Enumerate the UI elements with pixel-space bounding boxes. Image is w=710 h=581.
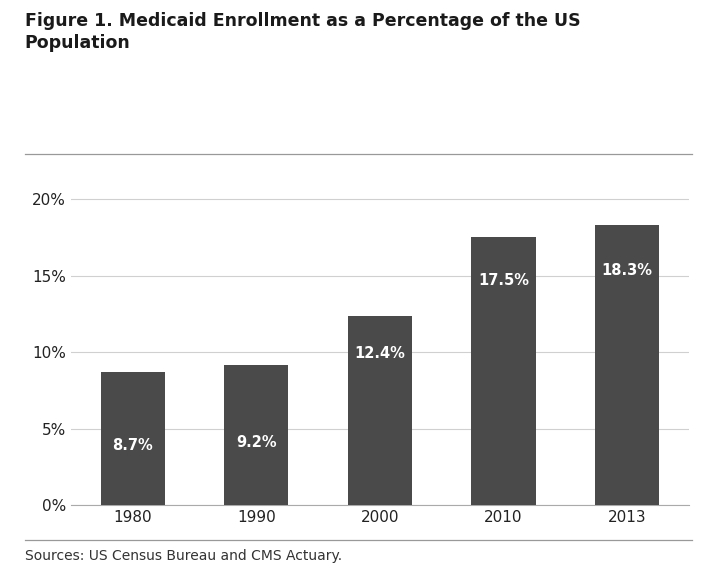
Text: 8.7%: 8.7%	[112, 438, 153, 453]
Text: Sources: US Census Bureau and CMS Actuary.: Sources: US Census Bureau and CMS Actuar…	[25, 549, 342, 563]
Bar	[224, 364, 288, 505]
Text: 12.4%: 12.4%	[354, 346, 405, 361]
Text: 17.5%: 17.5%	[478, 273, 529, 288]
Text: 18.3%: 18.3%	[601, 263, 652, 278]
Bar	[101, 372, 165, 505]
Text: 9.2%: 9.2%	[236, 435, 277, 450]
Bar	[595, 225, 659, 505]
Text: Figure 1. Medicaid Enrollment as a Percentage of the US
Population: Figure 1. Medicaid Enrollment as a Perce…	[25, 12, 581, 52]
Bar	[471, 238, 535, 505]
Bar	[348, 315, 412, 505]
